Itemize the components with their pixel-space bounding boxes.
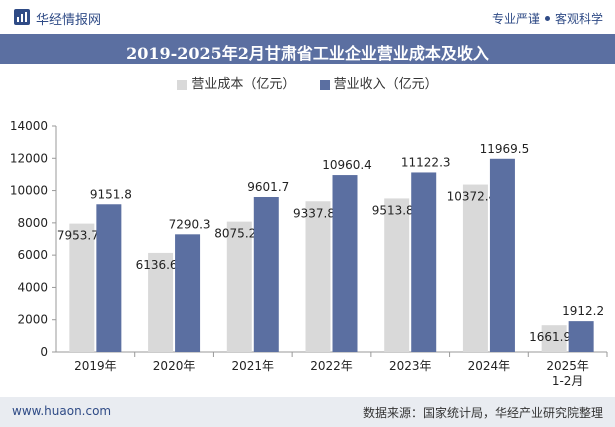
data-label-cost: 9337.8: [293, 206, 335, 220]
legend-item-income: 营业收入（亿元）: [319, 73, 438, 92]
bar-income: [568, 321, 594, 352]
bar-income: [96, 204, 122, 352]
bar-cost: [69, 223, 95, 352]
legend-swatch-cost: [177, 79, 188, 90]
data-label-cost: 8075.2: [214, 227, 256, 241]
slogan-right: 客观科学: [554, 12, 603, 26]
footer-source: 数据来源：国家统计局，华经产业研究院整理: [362, 406, 603, 420]
logo-icon: [14, 9, 30, 25]
x-tick-label: 2025年: [546, 359, 589, 373]
data-label-income: 1912.2: [562, 304, 604, 318]
legend-swatch-income: [319, 79, 330, 90]
legend-label-cost: 营业成本（亿元）: [191, 77, 296, 92]
data-label-income: 9601.7: [247, 180, 289, 194]
chart-title: 2019-2025年2月甘肃省工业企业营业成本及收入: [126, 44, 489, 63]
bar-cost: [541, 325, 567, 352]
data-label-income: 10960.4: [322, 158, 372, 172]
data-label-cost: 9513.8: [372, 203, 414, 217]
data-label-income: 7290.3: [169, 217, 211, 231]
separator-dot-icon: [544, 16, 550, 21]
y-tick-label: 4000: [17, 280, 48, 294]
legend: 营业成本（亿元） 营业收入（亿元）: [0, 73, 615, 92]
bar-cost: [226, 221, 252, 352]
slogan: 专业严谨 客观科学: [492, 10, 603, 27]
y-tick-label: 6000: [17, 248, 48, 262]
bar-income: [411, 172, 437, 352]
y-tick-label: 0: [40, 345, 48, 359]
data-label-income: 11122.3: [401, 155, 451, 169]
data-label-income: 11969.5: [480, 142, 530, 156]
x-tick-label: 2020年: [153, 359, 196, 373]
data-label-income: 9151.8: [90, 187, 132, 201]
x-tick-label: 2019年: [74, 359, 117, 373]
bar-income: [175, 234, 201, 352]
bar-cost: [148, 252, 174, 352]
data-label-cost: 7953.7: [57, 229, 99, 243]
y-tick-label: 8000: [17, 216, 48, 230]
bar-cost: [462, 184, 488, 352]
bar-income: [253, 197, 279, 352]
footer-website: www.huaon.com: [12, 404, 112, 418]
y-tick-label: 14000: [10, 119, 48, 133]
brand-name: 华经情报网: [36, 13, 102, 28]
data-label-cost: 1661.9: [529, 330, 571, 344]
bar-income: [332, 175, 358, 352]
x-tick-label: 2023年: [389, 359, 432, 373]
legend-label-income: 营业收入（亿元）: [333, 77, 438, 92]
x-tick-label: 1-2月: [552, 374, 584, 388]
top-bar: 华经情报网 专业严谨 客观科学: [0, 0, 615, 34]
x-tick-label: 2021年: [232, 359, 275, 373]
y-tick-label: 12000: [10, 151, 48, 165]
bar-cost: [384, 198, 410, 352]
bar-cost: [305, 201, 331, 352]
x-tick-label: 2022年: [310, 359, 353, 373]
title-bar: [0, 34, 615, 64]
data-label-cost: 6136.6: [136, 258, 178, 272]
x-tick-label: 2024年: [468, 359, 511, 373]
data-label-cost: 10372.4: [447, 190, 497, 204]
footer-bar: [0, 397, 615, 427]
y-tick-label: 10000: [10, 184, 48, 198]
slogan-left: 专业严谨: [491, 12, 540, 26]
bar-income: [489, 158, 515, 352]
y-tick-label: 2000: [17, 313, 48, 327]
legend-item-cost: 营业成本（亿元）: [177, 73, 295, 92]
bar-chart: 0 2000 4000 6000 8000 10000 12000 14000 7953.7 91…: [10, 119, 608, 388]
